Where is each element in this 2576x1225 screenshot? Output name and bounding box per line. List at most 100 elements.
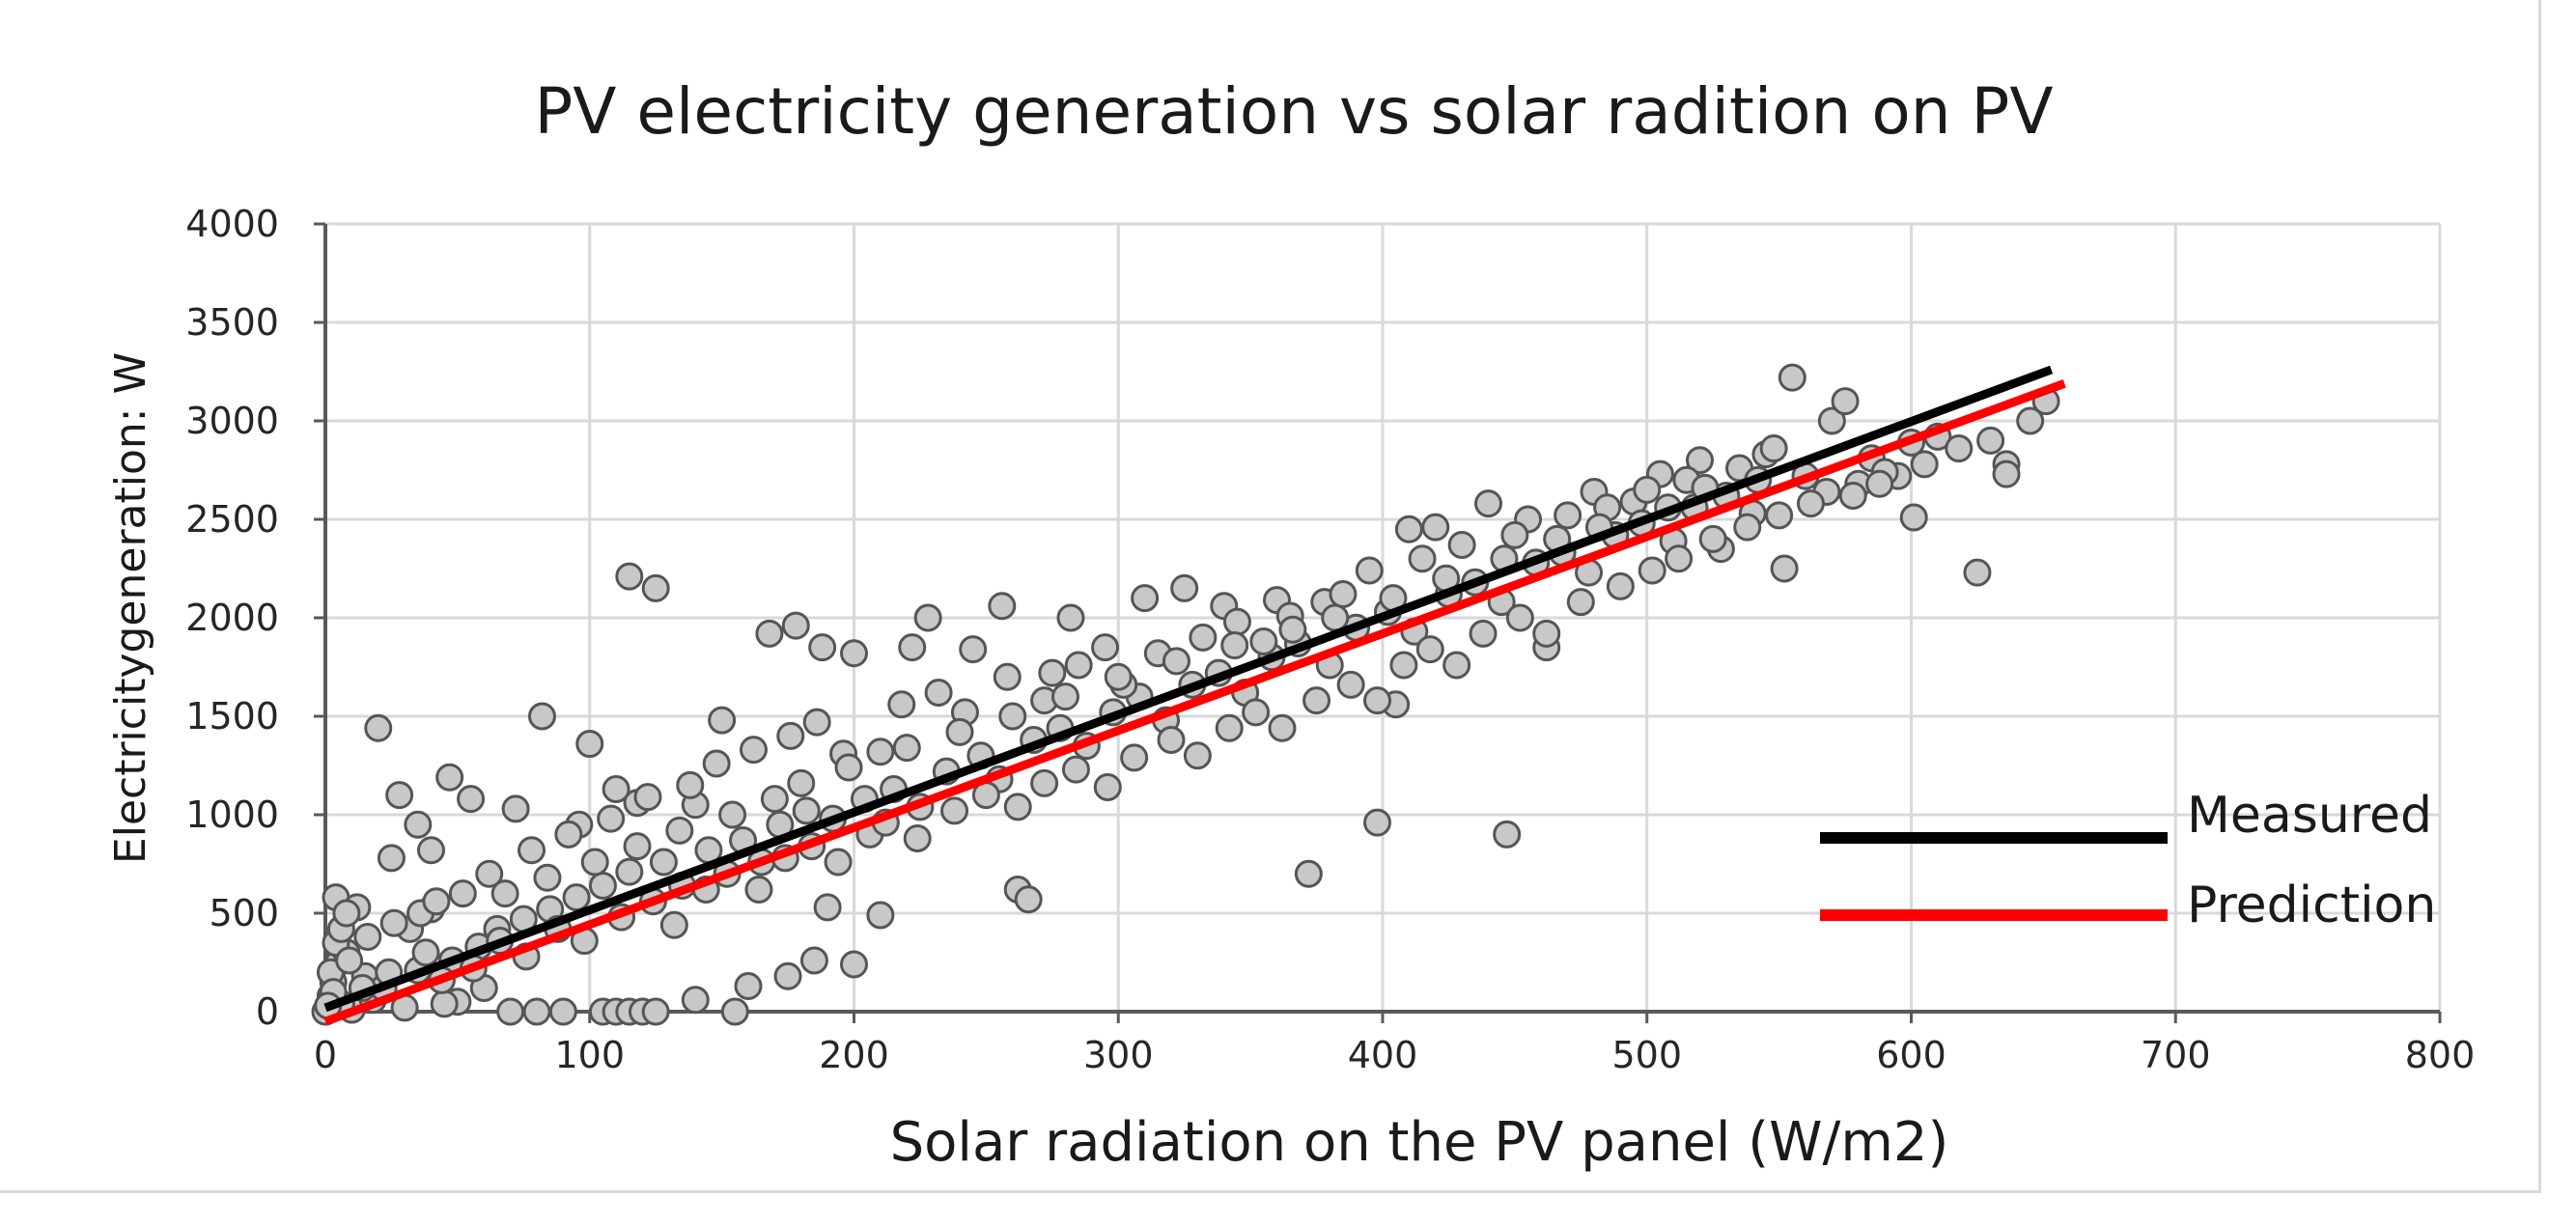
- data-point: [649, 848, 678, 877]
- data-point: [1910, 450, 1939, 479]
- data-point: [1778, 363, 1806, 392]
- x-tick-label: 200: [819, 1034, 889, 1076]
- data-point: [1056, 603, 1085, 632]
- data-point: [659, 910, 688, 939]
- data-point: [385, 781, 414, 810]
- y-tick-label: 1500: [185, 695, 279, 738]
- data-point: [2016, 406, 2045, 435]
- data-point: [993, 662, 1022, 691]
- data-point: [702, 749, 731, 778]
- data-point: [588, 871, 617, 900]
- data-point: [773, 961, 802, 990]
- data-point: [1363, 686, 1392, 715]
- y-tick-label: 3000: [185, 400, 279, 442]
- data-point: [641, 997, 670, 1026]
- data-point: [615, 857, 644, 886]
- data-point: [1770, 554, 1799, 583]
- data-point: [1183, 741, 1212, 770]
- y-tick-labels: 0 500 1000 1500 2000 2500 3000 3500 4000: [185, 203, 279, 1033]
- data-point: [364, 713, 393, 742]
- data-point: [580, 848, 609, 877]
- data-point: [1061, 755, 1090, 784]
- data-point: [575, 730, 604, 759]
- chart-frame: [0, 0, 2541, 1193]
- data-point: [1505, 603, 1534, 632]
- data-point: [898, 633, 927, 662]
- data-point: [1566, 588, 1595, 617]
- trend-lines: [323, 365, 2066, 1026]
- data-point: [720, 997, 749, 1026]
- data-point: [457, 785, 486, 814]
- data-point: [533, 863, 562, 892]
- legend-prediction-label: Prediction: [2187, 877, 2436, 934]
- data-point: [1162, 647, 1190, 676]
- data-point: [1733, 513, 1762, 542]
- data-point: [615, 562, 644, 591]
- x-tick-label: 0: [314, 1034, 337, 1076]
- data-point: [1963, 558, 1992, 587]
- data-point: [676, 770, 705, 799]
- x-tick-labels: 0 100 200 300 400 500 600 700 800: [314, 1034, 2475, 1076]
- data-point: [1976, 426, 2005, 455]
- data-point: [1899, 503, 1928, 532]
- data-point: [490, 879, 519, 908]
- data-point: [866, 738, 895, 766]
- data-point: [708, 706, 737, 735]
- data-point: [1170, 573, 1199, 602]
- x-tick-label: 100: [554, 1034, 625, 1076]
- data-point: [799, 946, 828, 975]
- data-point: [417, 836, 445, 865]
- data-point: [681, 986, 710, 1015]
- data-point: [1278, 615, 1307, 644]
- data-point: [1394, 515, 1423, 543]
- data-point: [1686, 446, 1714, 475]
- data-point: [522, 997, 551, 1026]
- legend-measured-label: Measured: [2187, 787, 2432, 845]
- data-point: [1268, 713, 1297, 742]
- data-point: [998, 702, 1027, 731]
- x-tick-label: 400: [1348, 1034, 1418, 1076]
- data-point: [945, 717, 974, 746]
- x-tick-label: 500: [1611, 1034, 1682, 1076]
- data-point: [892, 734, 921, 763]
- data-point: [1104, 662, 1133, 691]
- data-point: [1014, 885, 1043, 914]
- data-point: [959, 635, 988, 664]
- data-point: [808, 633, 837, 662]
- data-point: [1038, 658, 1067, 687]
- data-point: [422, 887, 451, 916]
- data-point: [623, 832, 652, 861]
- data-point: [813, 893, 842, 922]
- data-point: [597, 804, 626, 833]
- data-point: [1442, 651, 1471, 680]
- data-point: [1665, 544, 1694, 573]
- data-point: [866, 901, 895, 930]
- y-tick-label: 1000: [185, 793, 279, 836]
- data-point: [1336, 670, 1365, 699]
- data-point: [1003, 793, 1032, 821]
- x-tick-label: 800: [2405, 1034, 2476, 1076]
- data-point: [1698, 524, 1727, 553]
- data-point: [744, 876, 773, 905]
- data-point: [792, 796, 821, 825]
- data-point: [903, 823, 932, 852]
- data-point: [1294, 859, 1323, 888]
- data-point: [718, 800, 747, 829]
- x-tick-label: 600: [1876, 1034, 1946, 1076]
- data-point: [1421, 513, 1450, 542]
- trend-line-measured: [323, 365, 2054, 1013]
- data-point: [501, 794, 530, 823]
- x-axis-label: Solar radiation on the PV panel (W/m2): [890, 1111, 1949, 1174]
- data-point: [1469, 619, 1498, 648]
- data-point: [840, 639, 868, 668]
- data-point: [1865, 469, 1894, 498]
- data-point: [554, 820, 583, 849]
- y-tick-label: 4000: [185, 203, 279, 245]
- data-point: [496, 997, 525, 1026]
- data-point: [1091, 633, 1120, 662]
- axes: [314, 222, 2442, 1023]
- data-point: [1189, 623, 1218, 652]
- data-point: [332, 899, 361, 928]
- data-point: [1302, 686, 1331, 715]
- data-point: [562, 883, 591, 912]
